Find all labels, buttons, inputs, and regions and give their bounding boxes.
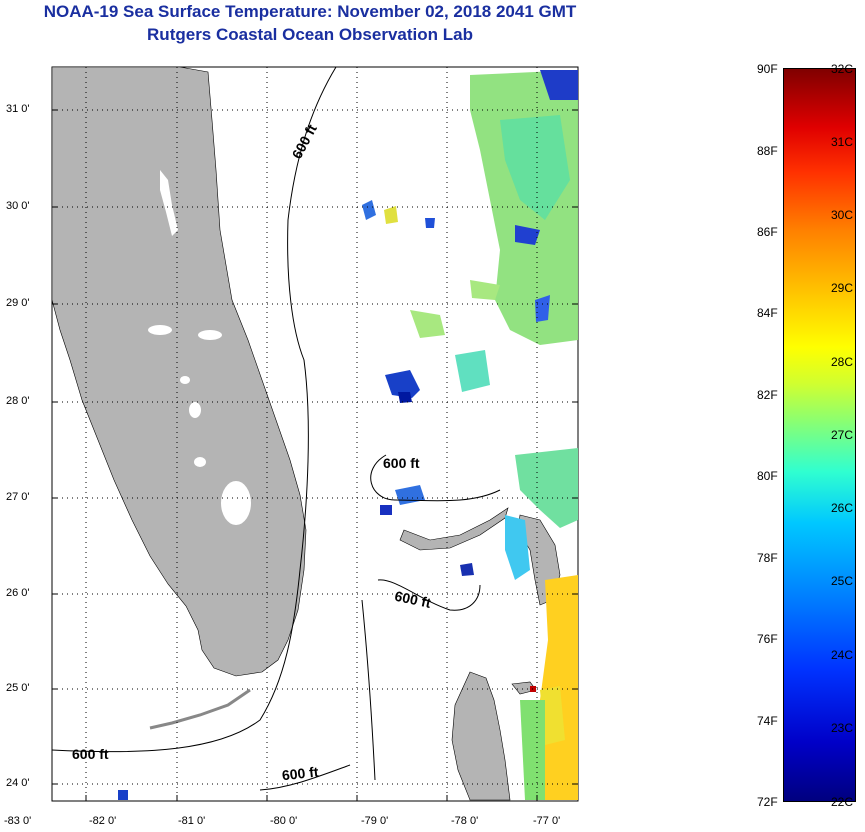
lon-label: -78 0' <box>451 815 479 827</box>
andros-island <box>451 671 511 801</box>
colorbar-f-label: 84F <box>757 306 778 320</box>
lat-label: 30 0' <box>6 200 30 212</box>
colorbar-f-label: 82F <box>757 388 778 402</box>
contour-label: 600 ft <box>383 455 420 471</box>
inland-lake <box>148 325 172 335</box>
sst-data-south <box>380 448 578 800</box>
colorbar-c-label: 25C <box>831 574 854 588</box>
contour-label: 600 ft <box>281 763 319 783</box>
colorbar-c-label: 31C <box>831 135 854 149</box>
colorbar-f-label: 88F <box>757 144 778 158</box>
axis-ticks <box>52 109 578 801</box>
florida-keys <box>149 688 251 730</box>
lat-label: 24 0' <box>6 777 30 789</box>
inland-lake <box>180 376 190 384</box>
map-title: NOAA-19 Sea Surface Temperature: Novembe… <box>43 2 577 21</box>
colorbar-c-label: 32C <box>831 62 854 76</box>
lon-label: -79 0' <box>361 815 389 827</box>
isobath-contours <box>51 66 501 791</box>
florida-landmass <box>51 66 307 677</box>
inland-water <box>160 170 178 236</box>
contour-label: 600 ft <box>393 588 432 611</box>
temperature-colorbar <box>783 68 856 802</box>
colorbar-c-label: 29C <box>831 281 854 295</box>
lat-label: 28 0' <box>6 395 30 407</box>
sst-data-north <box>410 70 578 392</box>
lat-label: 26 0' <box>6 587 30 599</box>
lon-label: -80 0' <box>270 815 298 827</box>
map-subtitle: Rutgers Coastal Ocean Observation Lab <box>147 25 473 44</box>
colorbar-f-label: 72F <box>757 795 778 809</box>
inland-lake <box>198 330 222 340</box>
lon-label: -77 0' <box>533 815 561 827</box>
colorbar-c-label: 27C <box>831 428 854 442</box>
colorbar-f-label: 74F <box>757 714 778 728</box>
colorbar-c-label: 24C <box>831 648 854 662</box>
colorbar-f-label: 90F <box>757 62 778 76</box>
lat-label: 27 0' <box>6 491 30 503</box>
colorbar-c-label: 22C <box>831 795 854 809</box>
lat-label: 29 0' <box>6 297 30 309</box>
colorbar-f-label: 80F <box>757 469 778 483</box>
colorbar-c-label: 30C <box>831 208 854 222</box>
lake-okeechobee <box>221 481 251 525</box>
contour-label: 600 ft <box>72 746 109 762</box>
colorbar-c-label: 26C <box>831 501 854 515</box>
lat-label: 25 0' <box>6 682 30 694</box>
lon-label: -82 0' <box>89 815 117 827</box>
lon-label: -83 0' <box>4 815 32 827</box>
colorbar-c-label: 28C <box>831 355 854 369</box>
sst-data-cold-patches <box>118 200 474 800</box>
colorbar-f-label: 76F <box>757 632 778 646</box>
lat-label: 31 0' <box>6 103 30 115</box>
inland-lake <box>194 457 206 467</box>
lon-label: -81 0' <box>178 815 206 827</box>
colorbar-f-label: 86F <box>757 225 778 239</box>
colorbar-f-label: 78F <box>757 551 778 565</box>
inland-lake <box>189 402 201 418</box>
colorbar-c-label: 23C <box>831 721 854 735</box>
